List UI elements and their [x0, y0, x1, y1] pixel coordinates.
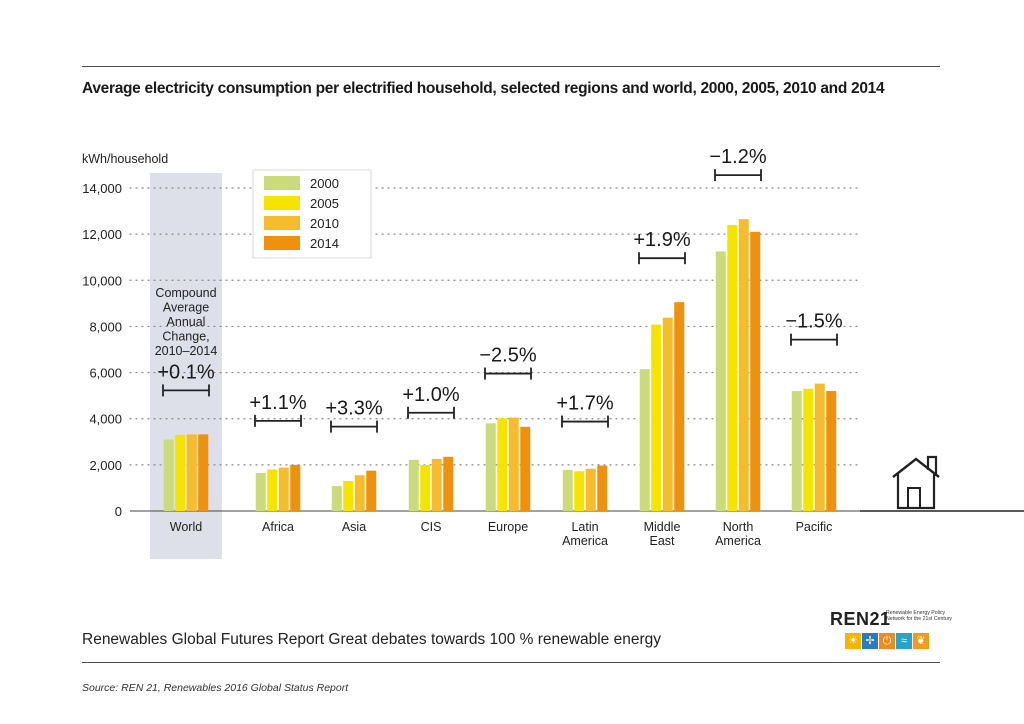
- category-label: East: [649, 534, 675, 548]
- report-footer: Renewables Global Futures Report Great d…: [82, 631, 661, 648]
- category-label: Latin: [571, 520, 598, 534]
- category-label: America: [715, 534, 761, 548]
- bar: [408, 459, 419, 511]
- cagr-label: +3.3%: [325, 398, 382, 420]
- category-label: CIS: [421, 520, 442, 534]
- world-annotation-line: Annual: [167, 315, 206, 329]
- water-wave-icon: ≈: [896, 633, 912, 649]
- y-tick-label: 4,000: [89, 412, 122, 427]
- bar: [354, 475, 365, 511]
- cagr-label: +1.7%: [556, 393, 613, 415]
- bar: [750, 231, 761, 512]
- cagr-label: −2.5%: [479, 345, 536, 367]
- leaf-icon: ❦: [913, 633, 929, 649]
- bar: [331, 486, 342, 511]
- house-icon: [860, 455, 1024, 512]
- cagr-label: +0.1%: [157, 361, 214, 383]
- bar: [574, 471, 585, 511]
- footer-top-rule: [82, 662, 940, 663]
- legend-swatch: [264, 236, 300, 250]
- category-label: World: [170, 520, 202, 534]
- logo-tagline: Renewable Energy Policy Network for the …: [886, 610, 953, 622]
- bar: [255, 472, 266, 511]
- ren21-logo: REN21 Renewable Energy Policy Network fo…: [830, 606, 952, 656]
- bar: [186, 434, 197, 511]
- y-tick-label: 8,000: [89, 319, 122, 334]
- category-label: America: [562, 534, 608, 548]
- category-label: Africa: [262, 520, 294, 534]
- y-tick-label: 0: [115, 504, 122, 519]
- y-axis-title: kWh/household: [82, 152, 168, 166]
- legend-swatch: [264, 176, 300, 190]
- bar: [497, 418, 508, 511]
- legend-label: 2005: [310, 196, 339, 211]
- logo-wordmark: REN21: [830, 609, 891, 629]
- bar: [420, 464, 431, 511]
- world-annotation-line: Average: [163, 301, 209, 315]
- sun-icon: ☀: [845, 633, 861, 649]
- legend-swatch: [264, 216, 300, 230]
- wind-turbine-icon: ✢: [862, 633, 878, 649]
- bar: [175, 434, 186, 511]
- chart-title: Average electricity consumption per elec…: [82, 80, 885, 97]
- legend-label: 2010: [310, 216, 339, 231]
- source-note: Source: REN 21, Renewables 2016 Global S…: [82, 682, 349, 694]
- y-tick-label: 6,000: [89, 366, 122, 381]
- bar: [814, 383, 825, 511]
- cagr-label: +1.9%: [633, 229, 690, 251]
- power-icon: ⏻: [879, 633, 895, 649]
- bar: [791, 391, 802, 511]
- bar: [674, 302, 685, 511]
- bar: [443, 456, 454, 511]
- y-tick-label: 2,000: [89, 458, 122, 473]
- category-label: Pacific: [796, 520, 833, 534]
- bar: [267, 469, 278, 511]
- bar: [651, 324, 662, 511]
- top-rule: [82, 66, 940, 67]
- world-annotation-line: Change,: [162, 330, 209, 344]
- legend-label: 2014: [310, 236, 339, 251]
- cagr-label: −1.2%: [709, 146, 766, 168]
- bar: [562, 469, 573, 511]
- bar: [520, 426, 531, 511]
- world-annotation-line: 2010–2014: [155, 344, 218, 358]
- bar: [163, 439, 174, 511]
- bar: [639, 369, 650, 511]
- category-label: Europe: [488, 520, 528, 534]
- bar: [366, 470, 377, 511]
- category-label: Middle: [644, 520, 681, 534]
- cagr-label: −1.5%: [785, 311, 842, 333]
- bar-chart: 0 2,000 4,000 6,000 8,000 10,000 12,000 14,000 k…: [82, 146, 1024, 559]
- world-highlight-band: [150, 173, 222, 559]
- y-tick-label: 12,000: [82, 227, 122, 242]
- bar: [431, 458, 442, 511]
- bar: [290, 464, 301, 511]
- bar: [585, 468, 596, 511]
- bar: [278, 467, 289, 511]
- bar: [715, 251, 726, 512]
- bar: [508, 417, 519, 511]
- world-annotation-line: Compound: [155, 286, 216, 300]
- bar: [485, 423, 496, 511]
- category-label: Asia: [342, 520, 366, 534]
- legend-label: 2000: [310, 176, 339, 191]
- legend-swatch: [264, 196, 300, 210]
- category-label: North: [723, 520, 754, 534]
- bar: [198, 434, 209, 511]
- bar: [738, 219, 749, 511]
- bar: [662, 317, 673, 511]
- y-tick-label: 10,000: [82, 273, 122, 288]
- bar: [597, 465, 608, 511]
- cagr-label: +1.0%: [402, 384, 459, 406]
- bar: [803, 388, 814, 511]
- bar: [727, 224, 738, 511]
- y-tick-label: 14,000: [82, 181, 122, 196]
- bar: [826, 391, 837, 511]
- cagr-label: +1.1%: [249, 392, 306, 414]
- bar: [343, 481, 354, 511]
